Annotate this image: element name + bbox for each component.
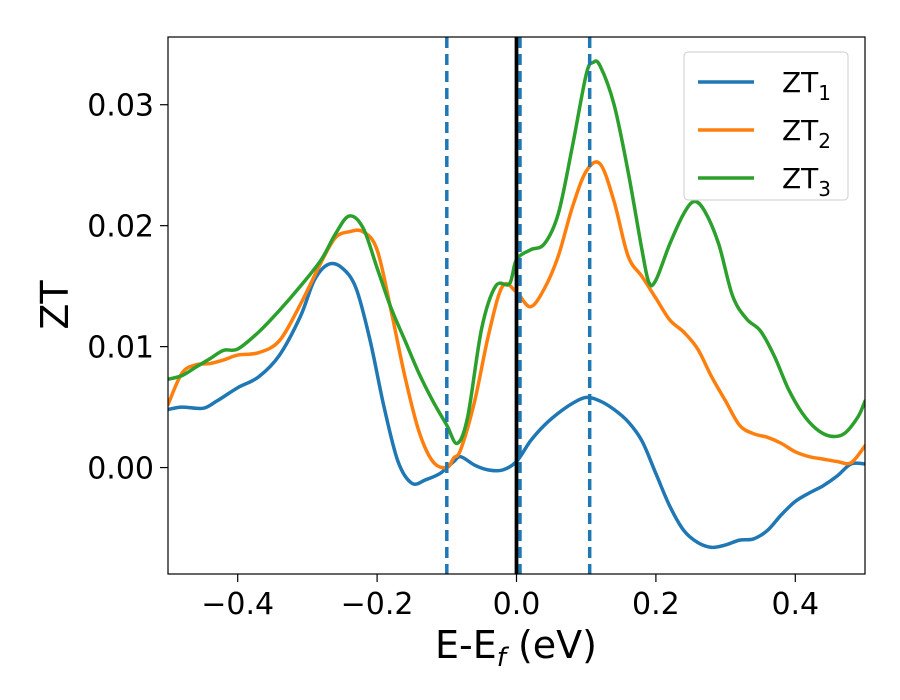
series-line-zt3 — [168, 59, 865, 446]
x-tick-label: 0.2 — [632, 587, 680, 622]
series-line-zt1 — [168, 261, 865, 550]
y-tick-label: 0.00 — [87, 452, 154, 487]
dashed-line-group — [445, 37, 592, 574]
x-tick-label: 0.0 — [493, 587, 541, 622]
y-tick-label: 0.03 — [87, 89, 154, 124]
x-axis-title: E-Ef (eV) — [435, 623, 597, 673]
series-layer — [168, 37, 865, 574]
legend-label-zt3: ZT3 — [782, 162, 831, 201]
legend-label-zt2: ZT2 — [782, 114, 831, 153]
legend: ZT1 ZT2 ZT3 — [683, 51, 849, 201]
y-tick-label: 0.02 — [87, 210, 154, 245]
x-axis-title-unit: (eV) — [506, 623, 597, 667]
x-tick-label: 0.4 — [771, 587, 819, 622]
x-axis: −0.4 −0.2 0.0 0.2 0.4 — [201, 574, 819, 622]
y-axis: 0.00 0.01 0.02 0.03 — [87, 89, 168, 487]
y-axis-title: ZT — [33, 280, 77, 330]
legend-label-zt1: ZT1 — [782, 66, 831, 105]
x-tick-label: −0.4 — [201, 587, 274, 622]
x-tick-label: −0.2 — [341, 587, 414, 622]
y-tick-label: 0.01 — [87, 331, 154, 366]
legend-box — [683, 51, 849, 201]
